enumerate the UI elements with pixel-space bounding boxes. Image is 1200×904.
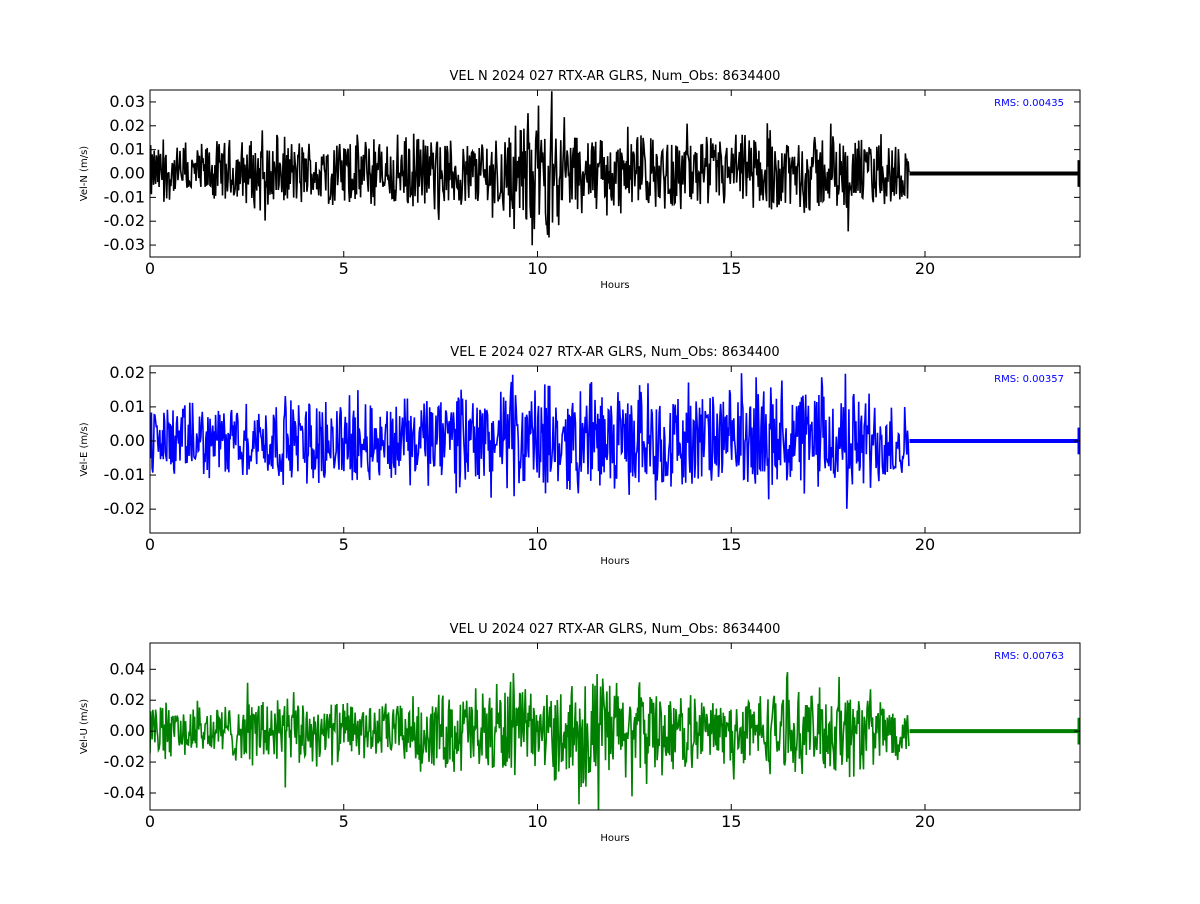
series-line [150,91,910,246]
y-tick-label: 0.02 [109,690,145,709]
y-tick-label: 0.00 [109,721,145,740]
chart-panel-3: 0 5 10 15 20 -0.04 -0.02 0.00 0.02 0.04 VEL U 2024… [79,622,1081,844]
y-axis-label: Vel-N (m/s) [79,146,90,201]
rms-annotation: RMS: 0.00763 [994,651,1064,662]
x-tick-label: 15 [721,812,741,831]
y-tick-label: -0.02 [104,752,145,771]
x-tick-label: 20 [915,812,935,831]
series-line [150,373,910,509]
y-tick-label: 0.02 [109,116,145,135]
y-axis-label: Vel-U (m/s) [79,699,90,754]
x-tick-label: 5 [339,812,349,831]
x-axis-label: Hours [600,833,629,844]
x-tick-label: 20 [915,535,935,554]
x-tick-label: 10 [527,259,547,278]
series-trace-group [150,373,1080,509]
y-tick-label: 0.04 [109,659,145,678]
chart-panel-1: 0 5 10 15 20 -0.03 -0.02 -0.01 0.00 0.01 0.02 0.03 V… [79,69,1081,291]
y-tick-label: 0.03 [109,92,145,111]
x-tick-label: 15 [721,259,741,278]
chart-title: VEL U 2024 027 RTX-AR GLRS, Num_Obs: 863… [450,622,781,637]
y-tick-label: -0.02 [104,499,145,518]
x-tick-label: 10 [527,535,547,554]
y-tick-label: -0.03 [104,235,145,254]
y-axis-label: Vel-E (m/s) [79,422,90,476]
y-tick-label: -0.01 [104,187,145,206]
y-tick-label: 0.01 [109,140,145,159]
y-tick-label: 0.02 [109,363,145,382]
x-tick-label: 10 [527,812,547,831]
y-tick-label: -0.02 [104,211,145,230]
y-tick-label: 0.00 [109,164,145,183]
series-trace-group [150,672,1080,810]
y-tick-label: -0.04 [104,783,145,802]
chart-panel-2: 0 5 10 15 20 -0.02 -0.01 0.00 0.01 0.02 VEL E 2024… [79,345,1081,567]
x-tick-label: 20 [915,259,935,278]
x-tick-label: 0 [145,812,155,831]
chart-title: VEL E 2024 027 RTX-AR GLRS, Num_Obs: 863… [450,345,779,360]
series-line [150,672,910,810]
y-tick-label: 0.01 [109,397,145,416]
x-tick-label: 5 [339,535,349,554]
rms-annotation: RMS: 0.00435 [994,98,1064,109]
plot-frame [149,365,1081,534]
series-trace-group [150,91,1080,246]
y-tick-label: -0.01 [104,465,145,484]
x-axis-label: Hours [600,556,629,567]
x-tick-label: 0 [145,259,155,278]
x-tick-label: 15 [721,535,741,554]
x-axis-label: Hours [600,280,629,291]
x-tick-label: 5 [339,259,349,278]
rms-annotation: RMS: 0.00357 [994,374,1064,385]
y-tick-label: 0.00 [109,431,145,450]
plot-frame [149,642,1081,811]
x-tick-label: 0 [145,535,155,554]
chart-title: VEL N 2024 027 RTX-AR GLRS, Num_Obs: 863… [450,69,781,84]
